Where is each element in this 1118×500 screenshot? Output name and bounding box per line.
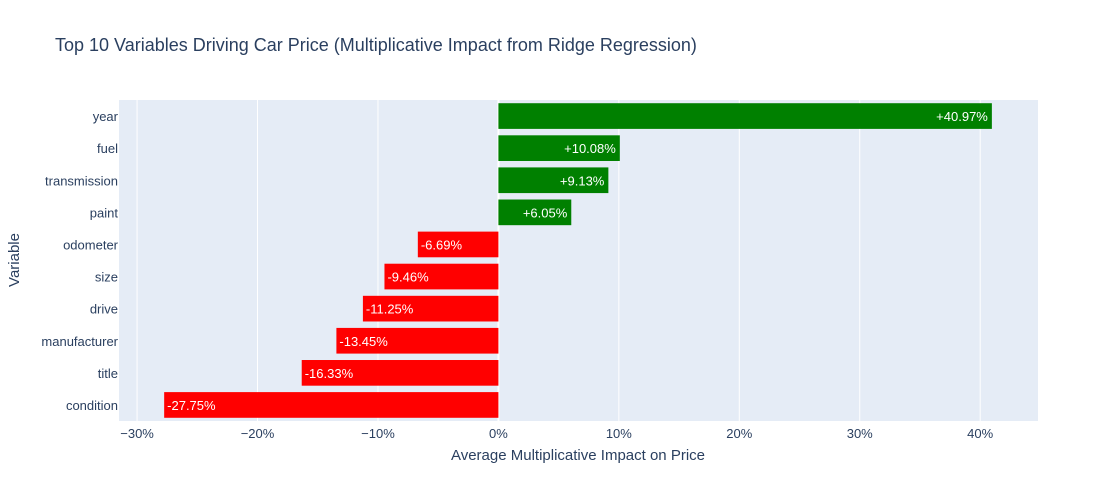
x-tick-label: −30% [120, 426, 154, 441]
y-tick-label-manufacturer: manufacturer [41, 334, 118, 349]
bar-size[interactable] [384, 263, 499, 290]
x-tick-label: 20% [726, 426, 752, 441]
x-tick-label: −20% [241, 426, 275, 441]
bar-label-year: +40.97% [936, 109, 988, 124]
bar-year[interactable] [498, 103, 992, 129]
bar-label-condition: -27.75% [167, 398, 216, 413]
y-tick-label-paint: paint [90, 205, 119, 220]
y-axis-label: Variable [6, 233, 23, 287]
x-tick-label: 40% [967, 426, 993, 441]
bar-label-manufacturer: -13.45% [339, 334, 388, 349]
y-tick-label-odometer: odometer [63, 237, 119, 252]
bar-label-fuel: +10.08% [564, 141, 616, 156]
chart-title: Top 10 Variables Driving Car Price (Mult… [55, 35, 697, 55]
bar-label-title: -16.33% [305, 366, 354, 381]
bar-drive[interactable] [362, 295, 499, 322]
y-tick-labels: year fuel transmission paint odometer size dri… [41, 109, 118, 413]
y-tick-label-fuel: fuel [97, 141, 118, 156]
bar-label-transmission: +9.13% [560, 173, 605, 188]
bar-transmission[interactable] [498, 167, 609, 194]
bar-label-size: -9.46% [387, 270, 429, 285]
x-tick-label: 0% [489, 426, 508, 441]
x-tick-label: −10% [361, 426, 395, 441]
bar-label-odometer: -6.69% [421, 237, 463, 252]
y-tick-label-transmission: transmission [45, 173, 118, 188]
y-tick-label-year: year [93, 109, 119, 124]
bar-label-paint: +6.05% [523, 205, 568, 220]
y-tick-label-condition: condition [66, 398, 118, 413]
bar-label-drive: -11.25% [366, 302, 414, 317]
x-tick-label: 30% [847, 426, 873, 441]
y-tick-label-size: size [95, 270, 118, 285]
bar-paint[interactable] [498, 199, 572, 226]
bar-condition[interactable] [164, 392, 499, 418]
x-tick-labels: −30% −20% −10% 0% 10% 20% 30% 40% [120, 426, 993, 441]
bar-labels: +40.97% +10.08% +9.13% +6.05% -6.69% -9.46% -1… [167, 109, 988, 413]
x-tick-label: 10% [606, 426, 632, 441]
bar-odometer[interactable] [417, 231, 499, 258]
bar-manufacturer[interactable] [336, 327, 499, 354]
bar-fuel[interactable] [498, 135, 620, 161]
y-tick-label-drive: drive [90, 302, 118, 317]
x-axis-label: Average Multiplicative Impact on Price [451, 447, 705, 464]
y-tick-label-title: title [98, 366, 118, 381]
bar-title[interactable] [301, 360, 499, 386]
bars [164, 103, 992, 418]
